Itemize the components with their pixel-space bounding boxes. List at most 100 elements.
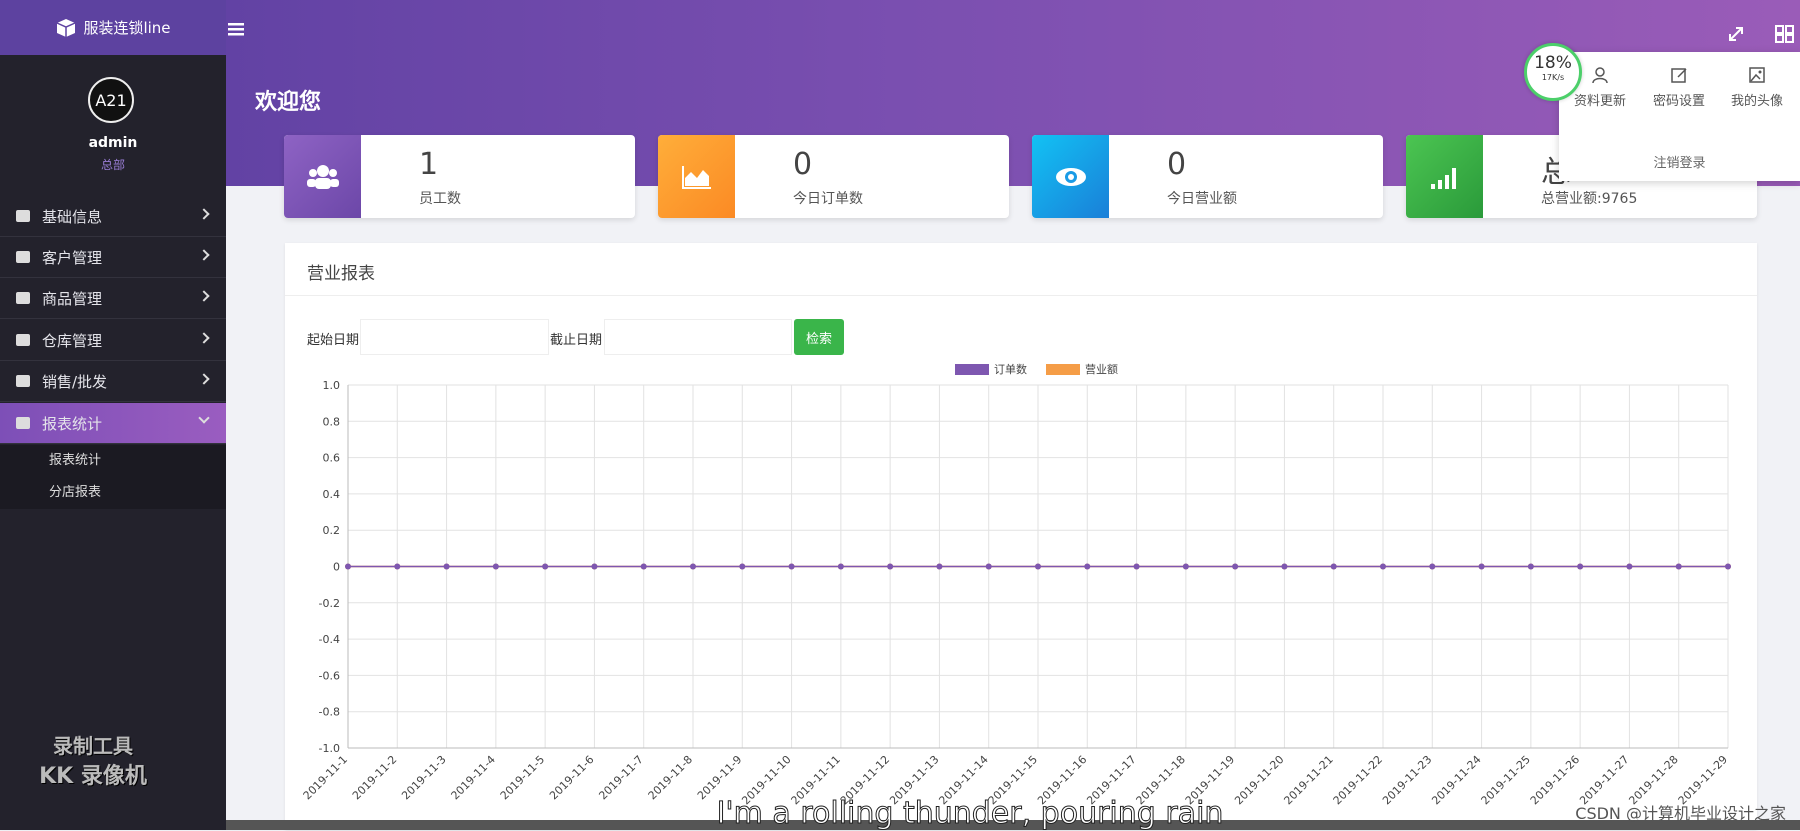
data-point	[1725, 563, 1731, 570]
end-input[interactable]	[604, 319, 792, 355]
menu-item-active[interactable]: 报表统计	[0, 403, 226, 444]
legend-swatch	[955, 364, 989, 375]
stat-value: 0	[793, 147, 813, 182]
submenu-item[interactable]: 分店报表	[0, 477, 226, 509]
stat-icon	[658, 135, 735, 218]
end-label: 截止日期	[550, 333, 603, 348]
data-point	[542, 563, 549, 570]
data-point	[1133, 563, 1140, 570]
data-point	[345, 563, 351, 570]
dropdown-item[interactable]: 资料更新	[1562, 66, 1638, 109]
data-point	[985, 563, 992, 570]
x-tick-label: 2019-11-1	[301, 753, 350, 802]
data-point	[788, 563, 795, 570]
stat-label: 总营业额:9765	[1541, 191, 1638, 207]
menu-item[interactable]: 基础信息	[0, 196, 226, 237]
stat-label: 今日订单数	[793, 191, 863, 207]
x-tick-label: 2019-11-3	[399, 753, 448, 802]
x-tick-label: 2019-11-6	[547, 753, 596, 802]
y-tick-label: -0.4	[319, 633, 340, 646]
data-point	[1478, 563, 1485, 570]
data-point	[1035, 563, 1041, 570]
legend-item: 订单数	[955, 363, 1027, 376]
start-input[interactable]	[360, 319, 549, 355]
stat-icon	[284, 135, 361, 218]
brand-icon	[57, 18, 76, 37]
x-tick-label: 2019-11-8	[646, 753, 695, 802]
stat-icon	[1032, 135, 1109, 218]
stat-label: 今日营业额	[1167, 191, 1237, 207]
menu-label: 客户管理	[42, 248, 103, 267]
welcome: 欢迎您	[255, 90, 322, 115]
x-tick-label: 2019-11-4	[449, 753, 498, 802]
x-tick-label: 2019-11-5	[498, 753, 547, 802]
brand[interactable]: 服装连锁line	[0, 0, 226, 55]
data-point	[443, 563, 450, 570]
data-point	[1675, 563, 1682, 570]
y-tick-label: -0.2	[319, 597, 340, 610]
panel-title: 营业报表	[307, 264, 375, 284]
speed-rate: 17K/s	[1541, 73, 1565, 82]
menu-label: 销售/批发	[42, 372, 108, 391]
menu-toggle[interactable]	[226, 20, 246, 38]
speed-widget: 18% 17K/s	[1524, 43, 1582, 101]
stat-label: 员工数	[419, 191, 461, 207]
dropdown-item[interactable]: 我的头像	[1719, 66, 1795, 109]
x-tick-label: 2019-11-25	[1479, 753, 1533, 807]
menu-item[interactable]: 销售/批发	[0, 361, 226, 402]
data-point	[492, 563, 499, 570]
x-tick-label: 2019-11-2	[350, 753, 399, 802]
legend-label: 营业额	[1085, 362, 1118, 376]
data-point	[1429, 563, 1436, 570]
x-tick-label: 2019-11-26	[1528, 753, 1582, 807]
apps-icon[interactable]	[1774, 24, 1796, 44]
menu-item[interactable]: 商品管理	[0, 278, 226, 319]
data-point	[837, 563, 844, 570]
user-name: admin	[88, 135, 138, 151]
x-tick-label: 2019-11-9	[695, 753, 744, 802]
data-point	[739, 563, 746, 570]
y-tick-label: 0.6	[323, 452, 341, 465]
logout[interactable]: 注销登录	[1653, 156, 1706, 171]
data-point	[394, 563, 401, 570]
speed-percent: 18%	[1534, 53, 1572, 73]
menu-label: 报表统计	[42, 414, 103, 433]
stat-card: 0 今日订单数	[658, 135, 1009, 218]
data-point	[1281, 563, 1288, 570]
dropdown-label: 密码设置	[1652, 94, 1705, 109]
search-button[interactable]: 检索	[794, 319, 844, 355]
data-point	[1527, 563, 1534, 570]
legend-label: 订单数	[994, 363, 1027, 376]
data-point	[591, 563, 598, 570]
stat-card: 0 今日营业额	[1032, 135, 1383, 218]
avatar: A21	[88, 77, 134, 123]
y-tick-label: 0.4	[323, 488, 341, 501]
stat-card: 1 员工数	[284, 135, 635, 218]
data-point	[1380, 563, 1386, 570]
menu-item[interactable]: 仓库管理	[0, 320, 226, 361]
y-tick-label: -0.8	[319, 706, 340, 719]
divider	[285, 295, 1757, 296]
menu-label: 仓库管理	[42, 331, 103, 350]
y-tick-label: 0	[333, 561, 340, 574]
y-tick-label: 0.8	[323, 415, 341, 428]
y-tick-label: -0.6	[319, 669, 340, 682]
legend-item: 营业额	[1046, 362, 1118, 376]
watermark-line: KK 录像机	[39, 764, 147, 789]
dropdown-item[interactable]: 密码设置	[1641, 66, 1717, 109]
user-dropdown: 资料更新 密码设置 我的头像 注销登录	[1559, 52, 1800, 181]
data-point	[1626, 563, 1633, 570]
fullscreen-icon[interactable]	[1726, 24, 1746, 44]
video-bar	[226, 820, 1800, 830]
data-point	[1232, 563, 1239, 570]
menu-item[interactable]: 客户管理	[0, 237, 226, 278]
legend-swatch	[1046, 364, 1080, 375]
stat-icon	[1406, 135, 1483, 218]
submenu-item[interactable]: 报表统计	[0, 445, 226, 477]
y-tick-label: 1.0	[323, 379, 341, 392]
stat-value: 0	[1167, 147, 1187, 182]
credit: CSDN @计算机毕业设计之家	[1575, 804, 1786, 823]
dropdown-label: 我的头像	[1730, 94, 1783, 109]
x-tick-label: 2019-11-7	[596, 753, 645, 802]
